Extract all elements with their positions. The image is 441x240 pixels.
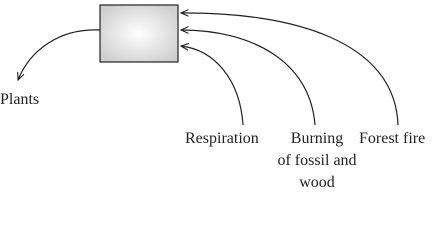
carbon-box (99, 4, 179, 63)
arrow-respiration (181, 46, 244, 126)
arrow-to-plants (18, 29, 101, 80)
node-label: Forest fire (359, 130, 425, 147)
node-label: Plants (0, 91, 39, 108)
node-label: wood (299, 174, 335, 191)
node-label: Respiration (185, 130, 259, 147)
arrow-forest-fire (181, 13, 399, 126)
arrow-burning (181, 30, 316, 126)
diagram: Plants Respiration Burning of fossil and… (0, 4, 425, 191)
node-label: Burning (291, 130, 343, 147)
node-label: of fossil and (277, 152, 356, 169)
